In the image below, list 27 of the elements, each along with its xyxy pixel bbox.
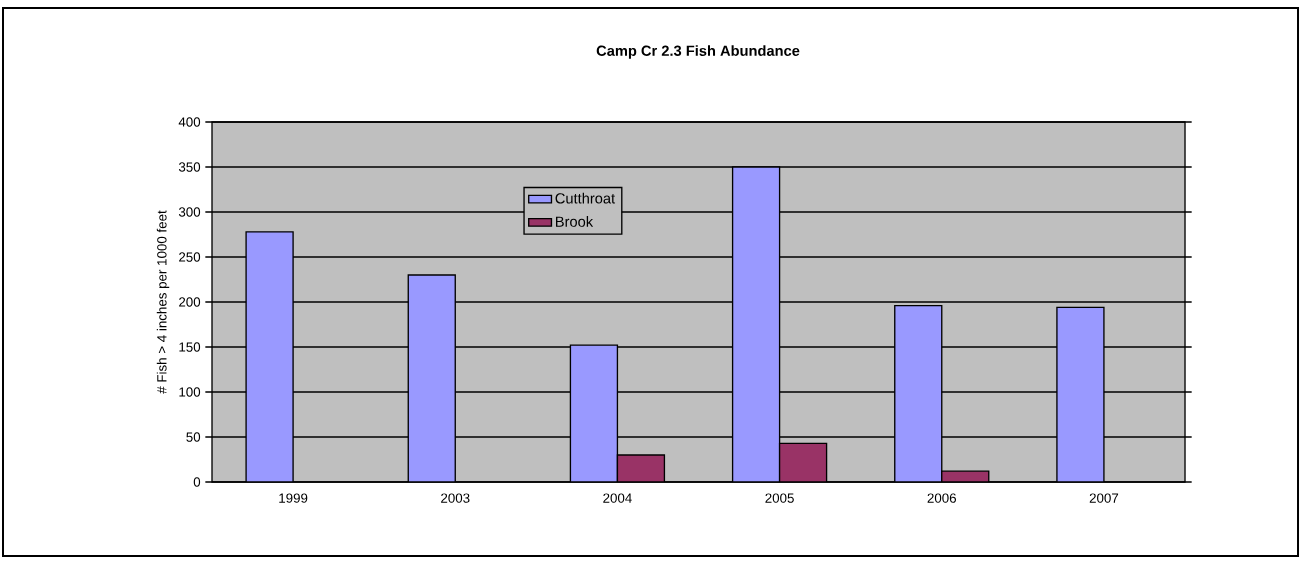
y-tick-label: 50 [186,432,201,442]
x-tick-label: 2006 [927,493,957,503]
y-tick-label: 100 [179,387,201,397]
bar [894,304,943,482]
x-tick-label: 2003 [441,493,470,503]
legend-label: Cutthroat [555,192,616,204]
y-tick-label: 400 [178,117,201,127]
y-tick-label: 0 [193,477,201,487]
bar [569,344,619,482]
x-tick-label: 2004 [603,493,632,503]
bar [407,274,456,482]
y-tick-label: 200 [179,297,201,307]
y-tick-label: 300 [178,207,201,217]
chart-title: Camp Cr 2.3 Fish Abundance [596,45,800,59]
x-tick-label: 1999 [279,493,308,503]
x-tick-label: 2005 [765,493,794,503]
bar [245,231,294,482]
bar [778,442,828,482]
bar [616,454,666,482]
y-axis-title: # Fish > 4 inches per 1000 feet [156,210,170,394]
bar [1056,306,1105,482]
y-tick-label: 250 [179,252,201,262]
x-tick-label: 2007 [1089,493,1119,503]
legend-label: Brook [556,216,594,227]
y-tick-label: 350 [178,162,201,172]
bar [731,166,781,482]
y-tick-label: 150 [179,342,201,352]
